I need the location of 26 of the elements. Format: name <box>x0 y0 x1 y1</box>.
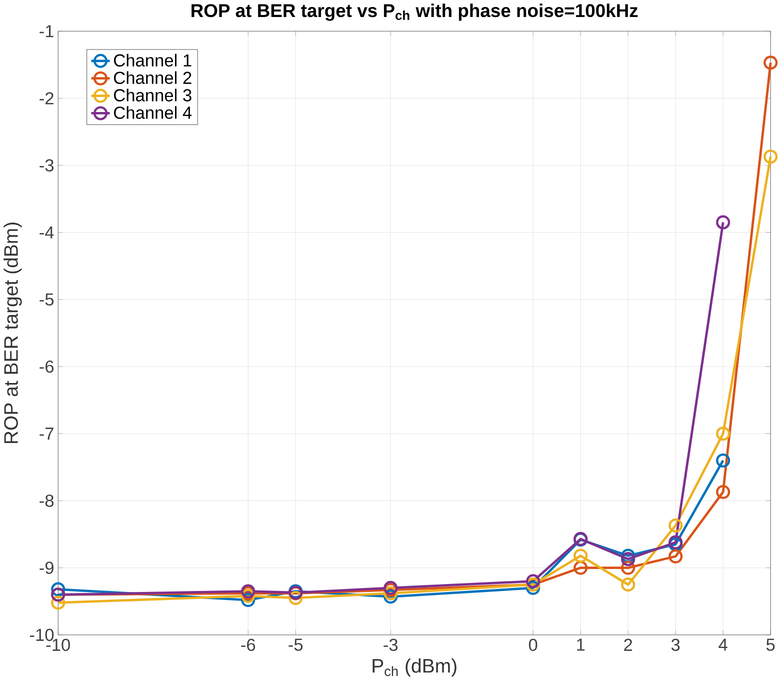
y-tick-label: -10 <box>30 628 54 641</box>
x-tick-label: -3 <box>384 638 398 651</box>
x-tick-label: 3 <box>671 638 680 651</box>
y-axis-title: ROP at BER target (dBm) <box>4 222 22 443</box>
y-tick-label: -8 <box>40 494 54 507</box>
chart-title: ROP at BER target vs P$_{ch}$ with phase noise=100kHz <box>192 4 638 21</box>
x-tick-label: 0 <box>528 638 538 651</box>
y-tick-label: -7 <box>40 428 54 440</box>
y-tick-label: -1 <box>40 25 54 38</box>
x-tick-label: -6 <box>241 638 256 651</box>
legend-label: Channel 1 <box>114 54 192 66</box>
y-tick-label: -3 <box>40 159 54 172</box>
x-tick-label: 4 <box>718 638 728 651</box>
x-tick-label: 5 <box>766 638 775 651</box>
y-tick-label: -2 <box>40 92 54 104</box>
y-tick-label: -6 <box>40 360 54 373</box>
legend-label: Channel 2 <box>114 71 192 84</box>
y-tick-label: -4 <box>40 226 54 238</box>
y-tick-label: -5 <box>40 293 54 306</box>
legend-label: Channel 3 <box>114 88 192 102</box>
x-tick-label: -5 <box>288 638 303 651</box>
x-tick-label: 1 <box>577 638 585 651</box>
x-tick-label: 2 <box>624 638 632 651</box>
y-tick-label: -9 <box>40 562 54 574</box>
x-axis-title: P$_{ch}$ (dBm) <box>372 658 456 677</box>
legend-label: Channel 4 <box>114 106 192 119</box>
